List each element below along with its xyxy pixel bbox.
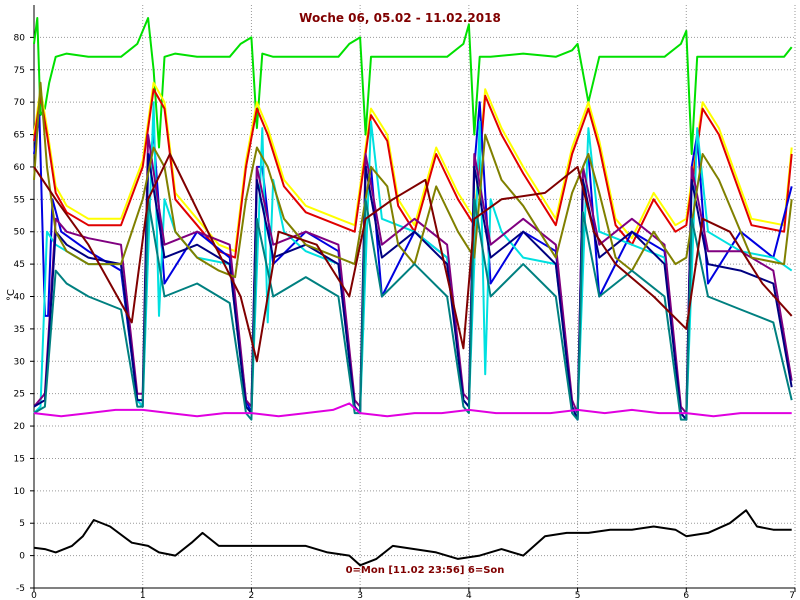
- x-tick-label: 4: [466, 591, 472, 600]
- series-line-11: [33, 402, 792, 418]
- y-tick-label: -5: [16, 584, 25, 594]
- x-tick-label: 6: [683, 591, 689, 600]
- y-axis-label: °C: [6, 289, 17, 301]
- x-axis-label: 0=Mon [11.02 23:56] 6=Son: [346, 565, 505, 576]
- x-tick-label: 7: [789, 591, 795, 600]
- y-tick-label: 0: [19, 552, 25, 562]
- series-line-10: [33, 153, 793, 363]
- series-line-9: [33, 198, 793, 421]
- y-tick-label: 20: [14, 422, 26, 432]
- y-tick-label: 50: [14, 228, 26, 238]
- x-tick-label: 5: [575, 591, 581, 600]
- series-line-3: [33, 88, 793, 259]
- y-tick-label: 70: [14, 98, 26, 108]
- y-tick-label: 75: [14, 66, 25, 76]
- x-tick-label: 3: [357, 591, 363, 600]
- y-tick-label: 25: [14, 390, 25, 400]
- y-tick-label: 5: [19, 519, 25, 529]
- y-tick-label: 55: [14, 195, 25, 205]
- axes: [30, 5, 796, 592]
- y-tick-label: 10: [14, 487, 26, 497]
- chart-title: Woche 06, 05.02 - 11.02.2018: [299, 11, 501, 25]
- y-tick-label: 60: [14, 163, 26, 173]
- x-tick-label: 2: [249, 591, 255, 600]
- x-tick-label: 0: [31, 591, 37, 600]
- y-tick-label: 30: [14, 357, 26, 367]
- series-line-8: [33, 81, 793, 279]
- y-tick-label: 65: [14, 131, 25, 141]
- y-tick-label: 45: [14, 260, 25, 270]
- y-tick-label: 80: [14, 33, 26, 43]
- series-line-12: [33, 509, 792, 567]
- series-line-1: [33, 17, 793, 155]
- x-tick-label: 1: [140, 591, 146, 600]
- y-tick-label: 35: [14, 325, 25, 335]
- y-tick-label: 40: [14, 293, 26, 303]
- y-tick-label: 15: [14, 454, 25, 464]
- series-group: [33, 17, 793, 567]
